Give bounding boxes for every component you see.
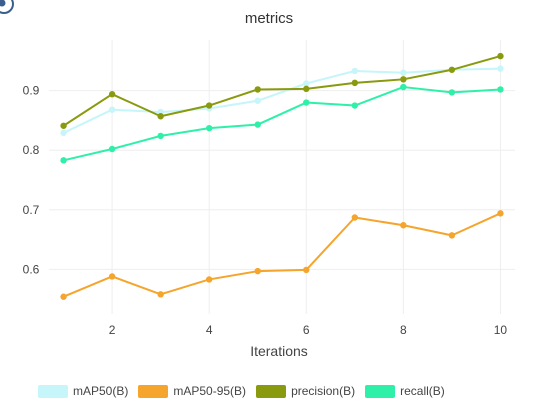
data-point-recall-b bbox=[400, 83, 407, 91]
data-point-recall-b bbox=[254, 121, 261, 128]
series-precision-b bbox=[60, 52, 504, 129]
legend-item-map50-b[interactable]: mAP50(B) bbox=[38, 384, 128, 398]
data-point-map50-b bbox=[108, 106, 116, 113]
data-point-precision-b bbox=[400, 76, 407, 83]
data-point-precision-b bbox=[205, 102, 213, 109]
data-point-map50-95-b bbox=[157, 291, 164, 298]
data-point-map50-b bbox=[400, 69, 407, 76]
series-line-map50-95-b bbox=[63, 212, 501, 298]
data-point-map50-95-b bbox=[351, 214, 359, 221]
data-point-recall-b bbox=[205, 124, 213, 132]
x-axis-title: Iterations bbox=[250, 343, 308, 359]
data-point-map50-95-b bbox=[108, 273, 116, 280]
data-point-precision-b bbox=[351, 79, 359, 87]
axes: 2 4 6 8 10 0.6 0.7 0.8 0.9 bbox=[23, 84, 508, 337]
grid bbox=[49, 40, 515, 314]
x-tick-label: 6 bbox=[303, 323, 310, 337]
legend-label: mAP50(B) bbox=[73, 384, 129, 398]
legend-label: precision(B) bbox=[291, 384, 356, 398]
y-tick-label: 0.8 bbox=[23, 143, 40, 157]
legend-swatch bbox=[256, 384, 287, 398]
data-point-map50-b bbox=[497, 65, 504, 72]
series-layer bbox=[60, 52, 504, 300]
legend-swatch bbox=[38, 384, 68, 398]
data-point-map50-95-b bbox=[303, 266, 310, 274]
data-point-precision-b bbox=[448, 66, 456, 73]
data-point-recall-b bbox=[303, 99, 310, 106]
data-point-recall-b bbox=[157, 132, 164, 140]
data-point-recall-b bbox=[351, 102, 359, 109]
data-point-map50-95-b bbox=[497, 210, 504, 217]
data-point-map50-95-b bbox=[60, 293, 67, 300]
x-tick-label: 10 bbox=[494, 323, 508, 337]
series-line-map50-b bbox=[63, 67, 501, 134]
series-line-recall-b bbox=[63, 86, 501, 162]
data-point-map50-b bbox=[303, 80, 310, 87]
data-point-precision-b bbox=[303, 85, 310, 93]
legend-item-precision-b[interactable]: precision(B) bbox=[256, 384, 355, 398]
series-line-precision-b bbox=[63, 55, 501, 127]
data-point-precision-b bbox=[108, 91, 116, 98]
legend-swatch bbox=[138, 384, 169, 398]
data-point-map50-95-b bbox=[254, 267, 261, 275]
legend-swatch bbox=[365, 384, 396, 398]
legend-label: mAP50-95(B) bbox=[173, 384, 247, 398]
y-tick-label: 0.7 bbox=[23, 203, 40, 217]
data-point-recall-b bbox=[60, 157, 67, 164]
data-point-recall-b bbox=[448, 89, 456, 96]
data-point-map50-95-b bbox=[448, 232, 456, 239]
legend: mAP50(B) mAP50-95(B) precision(B) recall(B) bbox=[38, 382, 455, 400]
data-point-precision-b bbox=[157, 113, 164, 120]
x-tick-label: 4 bbox=[206, 323, 213, 337]
data-point-recall-b bbox=[497, 86, 504, 93]
series-recall-b bbox=[60, 83, 504, 164]
chart-title: metrics bbox=[245, 10, 293, 27]
data-point-map50-b bbox=[60, 129, 67, 137]
legend-item-recall-b[interactable]: recall(B) bbox=[365, 384, 445, 398]
y-tick-label: 0.6 bbox=[23, 262, 40, 276]
series-map50-95-b bbox=[60, 210, 504, 300]
data-point-recall-b bbox=[108, 145, 116, 153]
data-point-map50-b bbox=[254, 97, 261, 104]
data-point-map50-95-b bbox=[400, 222, 407, 229]
data-point-map50-b bbox=[351, 67, 359, 75]
chart: 2 4 6 8 10 0.6 0.7 0.8 0.9 metrics Iterations bbox=[23, 10, 515, 359]
y-tick-label: 0.9 bbox=[23, 84, 40, 98]
data-point-precision-b bbox=[60, 122, 67, 129]
legend-item-map50-95-b[interactable]: mAP50-95(B) bbox=[138, 384, 246, 398]
x-tick-label: 8 bbox=[400, 323, 407, 337]
legend-label: recall(B) bbox=[400, 384, 445, 398]
data-point-map50-95-b bbox=[205, 276, 213, 283]
data-point-precision-b bbox=[254, 86, 261, 93]
x-tick-label: 2 bbox=[109, 323, 116, 337]
data-point-precision-b bbox=[497, 52, 504, 60]
eye-icon[interactable] bbox=[0, 0, 16, 14]
